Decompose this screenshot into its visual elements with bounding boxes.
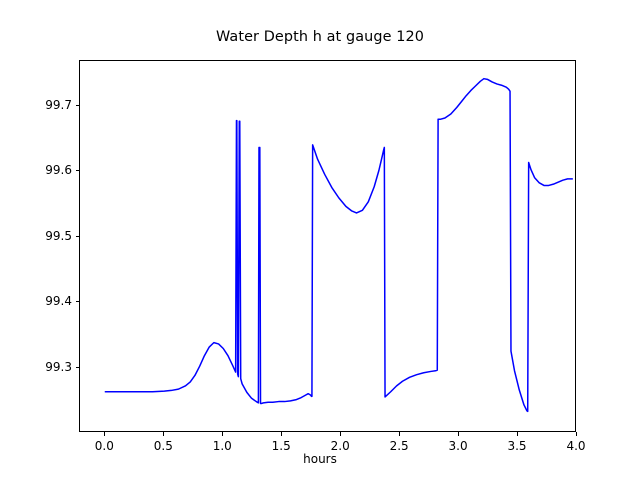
x-tick-label: 1.0 bbox=[212, 439, 232, 453]
x-tick-label: 2.0 bbox=[330, 439, 350, 453]
y-tick-label: 99.6 bbox=[45, 163, 72, 178]
y-tick-label: 99.4 bbox=[45, 294, 72, 308]
x-tick-label: 3.5 bbox=[507, 439, 527, 453]
x-tick-label: 0.0 bbox=[94, 439, 114, 453]
x-tick-label: 1.5 bbox=[271, 439, 291, 453]
data-line-svg bbox=[104, 77, 574, 413]
x-axis-label: hours bbox=[303, 452, 337, 466]
x-tick-label: 3.0 bbox=[448, 439, 468, 453]
water-depth-line bbox=[104, 77, 574, 413]
y-tick-label: 99.5 bbox=[45, 228, 72, 243]
x-tick-label: 0.5 bbox=[153, 439, 173, 453]
plot-area bbox=[79, 60, 576, 432]
y-tick-label: 99.7 bbox=[45, 97, 72, 112]
x-tick-label: 2.5 bbox=[389, 439, 409, 453]
chart-title: Water Depth h at gauge 120 bbox=[216, 29, 424, 45]
y-tick-label: 99.3 bbox=[45, 359, 72, 374]
x-tick-label: 4.0 bbox=[566, 439, 586, 453]
